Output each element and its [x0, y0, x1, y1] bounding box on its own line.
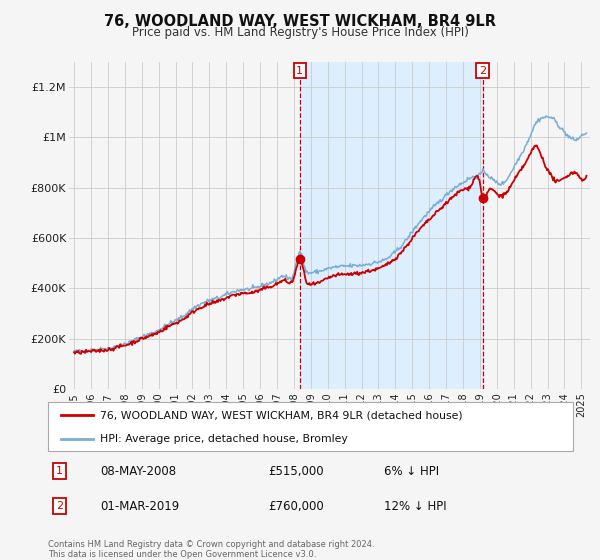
Text: 01-MAR-2019: 01-MAR-2019 — [101, 500, 180, 512]
Text: £515,000: £515,000 — [269, 465, 324, 478]
Text: 1: 1 — [296, 66, 304, 76]
Text: 76, WOODLAND WAY, WEST WICKHAM, BR4 9LR: 76, WOODLAND WAY, WEST WICKHAM, BR4 9LR — [104, 14, 496, 29]
Text: 12% ↓ HPI: 12% ↓ HPI — [384, 500, 446, 512]
Text: Price paid vs. HM Land Registry's House Price Index (HPI): Price paid vs. HM Land Registry's House … — [131, 26, 469, 39]
Text: 76, WOODLAND WAY, WEST WICKHAM, BR4 9LR (detached house): 76, WOODLAND WAY, WEST WICKHAM, BR4 9LR … — [101, 410, 463, 421]
Text: Contains HM Land Registry data © Crown copyright and database right 2024.
This d: Contains HM Land Registry data © Crown c… — [48, 540, 374, 559]
Text: £760,000: £760,000 — [269, 500, 324, 512]
Bar — [300, 62, 483, 389]
Text: HPI: Average price, detached house, Bromley: HPI: Average price, detached house, Brom… — [101, 434, 348, 444]
Text: 1: 1 — [56, 466, 63, 477]
Text: 2: 2 — [479, 66, 487, 76]
Text: 6% ↓ HPI: 6% ↓ HPI — [384, 465, 439, 478]
Text: 2: 2 — [56, 501, 63, 511]
Text: 08-MAY-2008: 08-MAY-2008 — [101, 465, 176, 478]
